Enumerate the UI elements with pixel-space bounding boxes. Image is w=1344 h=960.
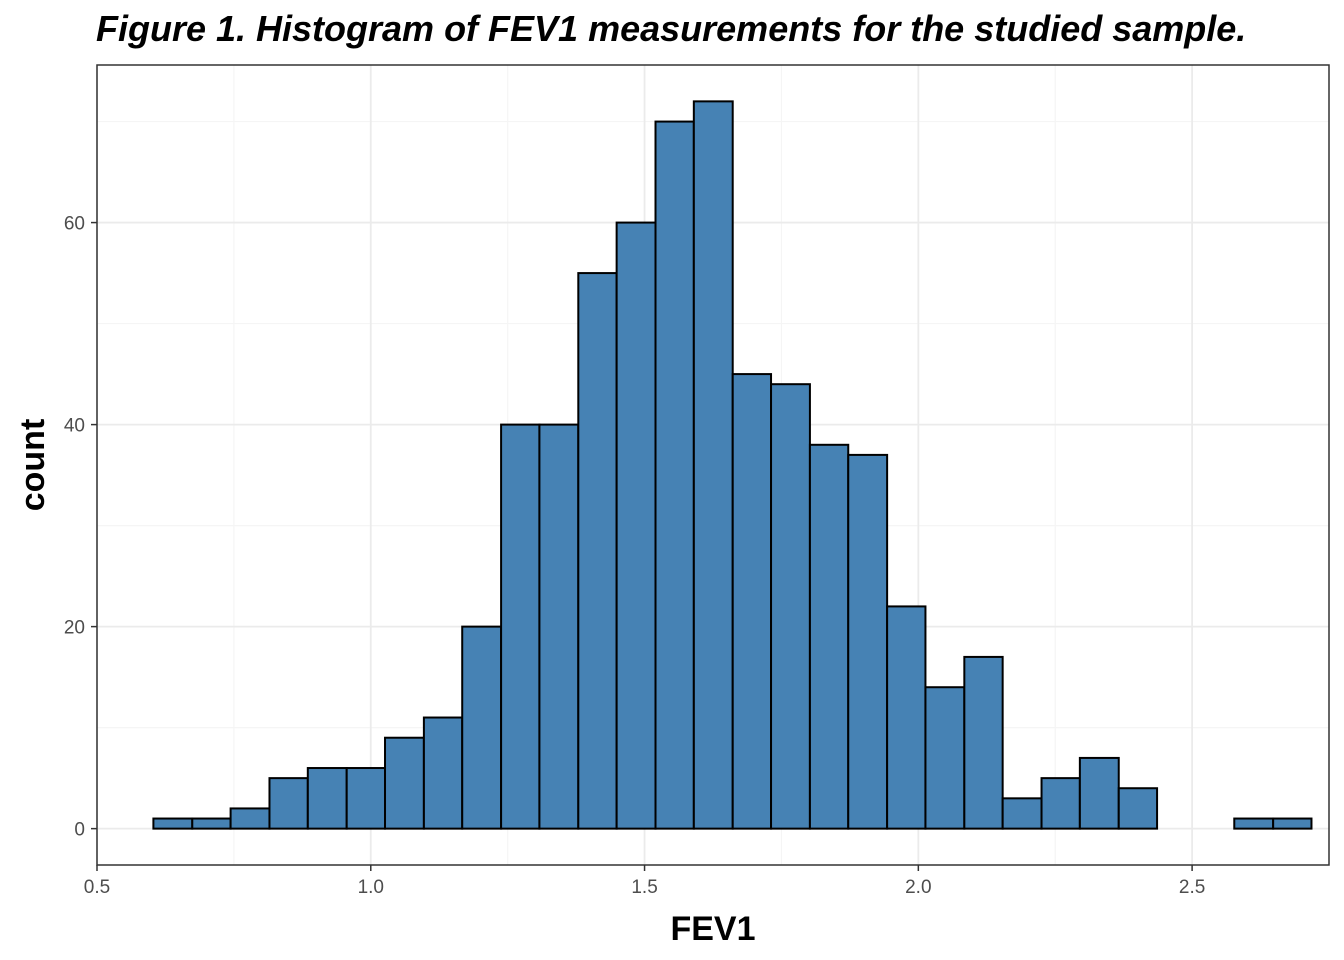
y-tick-label: 60 — [64, 214, 85, 235]
histogram-bar — [152, 817, 194, 830]
y-tick-label: 20 — [64, 618, 85, 639]
y-axis-label: count — [14, 419, 52, 512]
y-tick-label: 0 — [74, 820, 85, 841]
histogram-bar — [268, 777, 309, 830]
histogram-bar — [1040, 777, 1081, 830]
histogram-bar — [577, 272, 618, 830]
histogram-bar — [1233, 817, 1275, 830]
histogram-bar — [500, 423, 541, 830]
histogram-bar — [808, 443, 850, 830]
histogram-bar — [384, 736, 425, 830]
histogram-bar — [345, 767, 387, 830]
histogram-bar — [770, 383, 811, 830]
panel-border — [96, 64, 1330, 866]
histogram-bar — [615, 221, 657, 830]
x-tick-label: 2.0 — [905, 877, 931, 898]
x-tick-label: 1.5 — [631, 877, 657, 898]
x-tick-label: 0.5 — [84, 877, 110, 898]
x-axis-label: FEV1 — [670, 910, 755, 948]
histogram-bar — [538, 423, 580, 830]
histogram-bar — [229, 807, 271, 830]
histogram-bars — [152, 100, 1313, 830]
x-tick-label: 2.5 — [1179, 877, 1205, 898]
histogram-bar — [963, 655, 1004, 830]
histogram-bar — [1001, 797, 1043, 830]
histogram-bar — [306, 767, 348, 830]
histogram-bar — [422, 716, 464, 830]
histogram-bar — [886, 605, 927, 830]
histogram-bar — [461, 625, 503, 830]
histogram-bar — [731, 373, 773, 830]
chart-title: Figure 1. Histogram of FEV1 measurements… — [96, 8, 1247, 49]
histogram-bar — [692, 100, 734, 830]
x-tick-label: 1.0 — [358, 877, 384, 898]
y-axis: 0 20 40 60 — [64, 214, 97, 841]
histogram-bar — [654, 120, 695, 830]
y-tick-label: 40 — [64, 416, 85, 437]
x-axis: 0.5 1.0 1.5 2.0 2.5 — [84, 865, 1205, 898]
histogram-bar — [1272, 817, 1313, 830]
histogram-bar — [924, 686, 966, 830]
histogram-bar — [847, 453, 889, 830]
histogram-bar — [1117, 787, 1159, 830]
histogram-bar — [1078, 756, 1120, 830]
histogram-bar — [191, 817, 232, 830]
